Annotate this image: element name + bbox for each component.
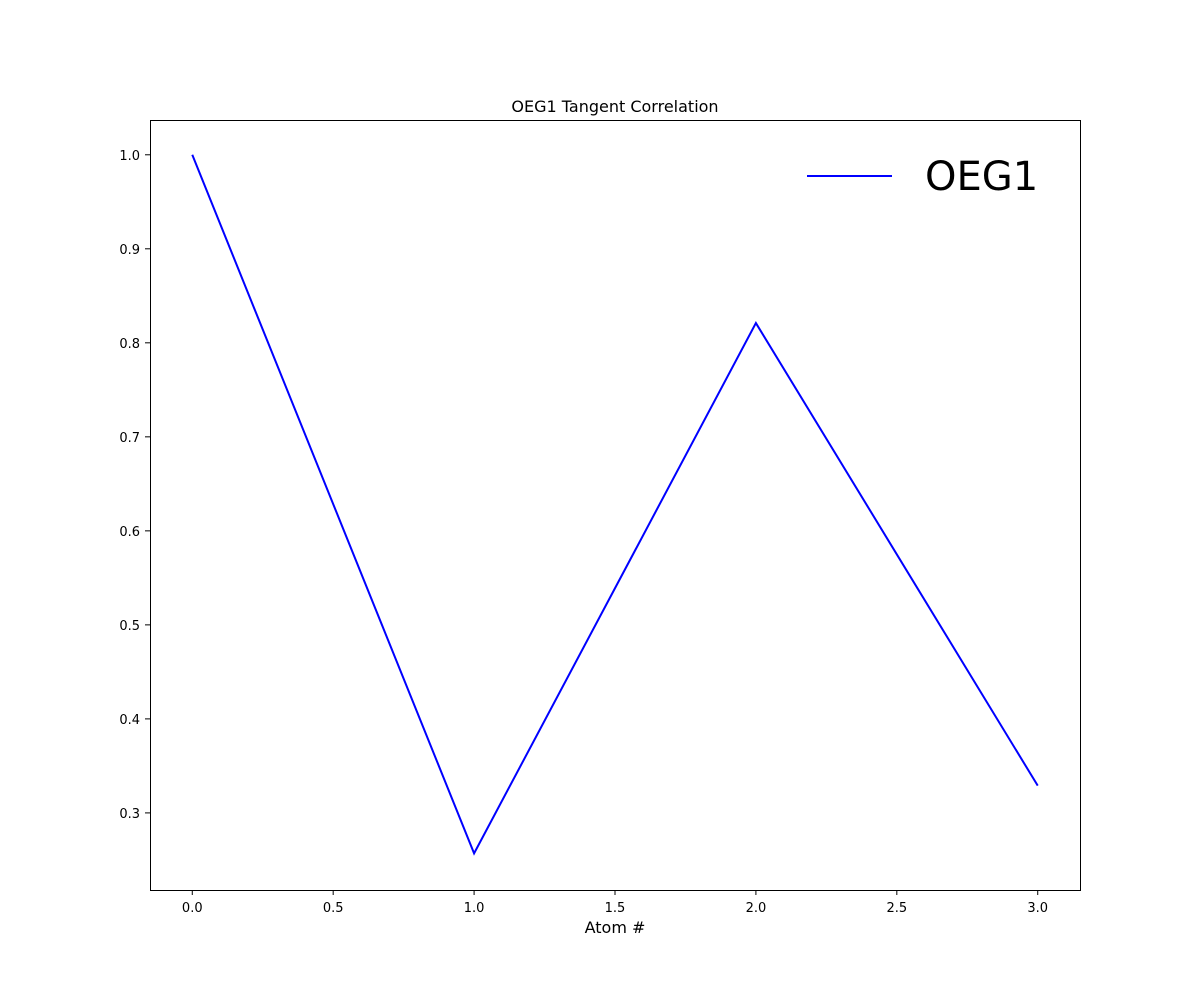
- y-tick-label: 1.0: [119, 149, 140, 164]
- x-tick-label: 2.0: [746, 901, 767, 916]
- y-tick-label: 0.7: [119, 431, 140, 446]
- series-layer: [191, 154, 1039, 856]
- legend-label-oeg1: OEG1: [925, 154, 1038, 200]
- x-axis-label: Atom #: [585, 918, 646, 937]
- axis-ticks: 0.0 0.5 1.0 1.5 2.0 2.5 3.0 0.3 0.4 0.5 0.6 0.7 0.8 0…: [119, 149, 1048, 916]
- y-tick-label: 0.9: [119, 243, 140, 258]
- y-tick-label: 0.4: [119, 713, 140, 728]
- x-tick-label: 0.5: [323, 901, 344, 916]
- x-tick-label: 2.5: [886, 901, 907, 916]
- x-tick-label: 3.0: [1027, 901, 1048, 916]
- y-tick-label: 0.8: [119, 337, 140, 352]
- chart-title: OEG1 Tangent Correlation: [511, 97, 718, 116]
- x-tick-label: 1.5: [605, 901, 626, 916]
- series-line-oeg1: [191, 154, 1039, 856]
- x-tick-label: 1.0: [464, 901, 485, 916]
- plot-area-frame: [150, 120, 1081, 891]
- y-tick-label: 0.6: [119, 525, 140, 540]
- y-tick-label: 0.5: [119, 619, 140, 634]
- y-tick-label: 0.3: [119, 807, 140, 822]
- x-tick-label: 0.0: [182, 901, 203, 916]
- legend: OEG1: [807, 154, 1038, 200]
